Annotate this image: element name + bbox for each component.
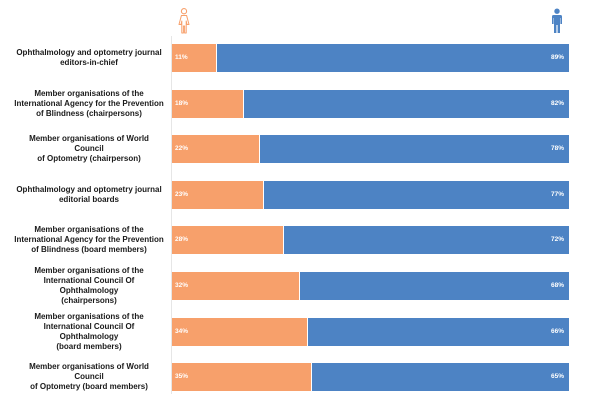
data-label-male: 78% bbox=[551, 145, 565, 153]
data-label-female: 35% bbox=[175, 373, 189, 381]
category-label-line: editorial boards bbox=[58, 194, 119, 204]
data-label-female: 11% bbox=[175, 54, 188, 61]
bar-male bbox=[300, 272, 569, 300]
category-label-line: International Agency for the Prevention bbox=[14, 235, 164, 245]
data-label-male: 72% bbox=[551, 236, 565, 244]
data-label-male: 89% bbox=[551, 54, 565, 61]
category-label-line: of Optometry (board members) bbox=[30, 382, 148, 392]
data-label-female: 23% bbox=[175, 190, 189, 198]
data-label-female: 18% bbox=[175, 99, 189, 107]
category-label: Member organisations of the International… bbox=[14, 266, 164, 305]
category-label-text: Member organisations of World Council of … bbox=[14, 134, 164, 164]
bar-male bbox=[244, 89, 569, 118]
category-label-line: Member organisations of World Council bbox=[29, 134, 149, 154]
data-label-female: 32% bbox=[175, 282, 189, 289]
data-label-female: 34% bbox=[175, 327, 189, 335]
bar-female bbox=[172, 89, 244, 118]
chart-axis-line bbox=[171, 36, 172, 394]
category-label: Ophthalmology and optometry journal edito… bbox=[14, 181, 164, 209]
category-label-line: (board members) bbox=[56, 341, 122, 351]
category-label-line: (chairpersons) bbox=[61, 296, 117, 305]
category-label-line: of Blindness (chairpersons) bbox=[36, 108, 142, 118]
bar-female bbox=[172, 272, 300, 300]
category-label-line: editors-in-chief bbox=[60, 58, 118, 67]
category-label-line: International Agency for the Prevention bbox=[14, 98, 164, 108]
category-label-line: Member organisations of the bbox=[34, 88, 144, 98]
female-person-icon bbox=[178, 8, 190, 34]
category-label: Member organisations of the International… bbox=[14, 312, 164, 351]
category-label: Member organisations of the International… bbox=[14, 89, 164, 119]
data-label-male: 66% bbox=[551, 327, 565, 335]
data-label-male: 77% bbox=[551, 190, 565, 198]
category-label-text: Member organisations of the International… bbox=[14, 266, 164, 306]
bar-female bbox=[172, 44, 216, 72]
category-label-line: International Council Of Ophthalmology bbox=[43, 276, 135, 295]
data-label-male: 68% bbox=[551, 282, 565, 289]
category-label-text: Member organisations of the International… bbox=[14, 225, 164, 255]
male-person-icon bbox=[552, 8, 562, 33]
bar-female bbox=[172, 180, 264, 209]
bar-male bbox=[307, 317, 569, 346]
data-label-female: 28% bbox=[175, 236, 189, 244]
category-label-line: of Blindness (board members) bbox=[31, 245, 147, 255]
category-label-line: Member organisations of the bbox=[34, 311, 144, 321]
bar-female bbox=[172, 135, 260, 164]
category-label: Member organisations of World Council of … bbox=[14, 134, 164, 164]
bar-male bbox=[311, 363, 569, 392]
bar-male bbox=[216, 44, 569, 72]
category-label-line: International Council Of Ophthalmology bbox=[43, 321, 135, 341]
bar-male bbox=[284, 226, 569, 255]
category-label: Member organisations of World Council of … bbox=[14, 362, 164, 392]
bar-female bbox=[172, 363, 311, 392]
category-label: Member organisations of the International… bbox=[14, 225, 164, 255]
category-label-line: Member organisations of the bbox=[34, 266, 144, 275]
category-label-line: of Optometry (chairperson) bbox=[37, 154, 141, 164]
bar-male bbox=[264, 180, 569, 209]
data-label-male: 82% bbox=[551, 99, 565, 107]
category-label-line: Member organisations of World Council bbox=[29, 362, 149, 382]
category-label-text: Member organisations of the International… bbox=[14, 89, 164, 119]
category-label-line: Ophthalmology and optometry journal bbox=[16, 48, 162, 57]
category-label-text: Member organisations of the International… bbox=[14, 312, 164, 352]
data-label-male: 65% bbox=[551, 373, 565, 381]
category-label-line: Ophthalmology and optometry journal bbox=[16, 184, 162, 194]
category-label: Ophthalmology and optometry journal edito… bbox=[14, 44, 164, 72]
category-label-line: Member organisations of the bbox=[34, 225, 144, 235]
data-label-female: 22% bbox=[175, 145, 189, 153]
bar-female bbox=[172, 226, 284, 255]
category-label-text: Ophthalmology and optometry journal edito… bbox=[16, 48, 161, 68]
category-label-text: Ophthalmology and optometry journal edito… bbox=[16, 185, 161, 205]
category-label-text: Member organisations of World Council of … bbox=[14, 362, 164, 392]
bar-male bbox=[260, 135, 569, 164]
bar-female bbox=[172, 317, 307, 346]
